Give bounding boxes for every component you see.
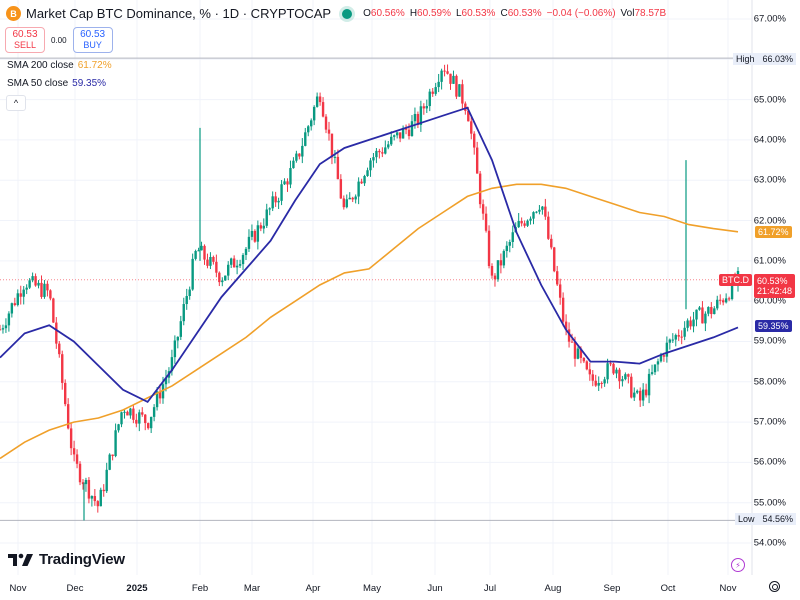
time-tick-label: Apr [305,583,321,594]
time-tick-label: Jun [427,583,443,594]
high-marker-label: High [735,54,755,64]
price-tick-label: 54.00% [753,537,786,549]
close-value: 60.53% [507,8,542,19]
symbol-header: B Market Cap BTC Dominance, % · 1D · CRY… [6,6,666,21]
time-tick-label: Oct [660,583,676,594]
change-value: −0.04 (−0.06%) [546,8,616,19]
price-tick-label: 60.00% [753,295,786,307]
buy-button[interactable]: 60.53 BUY [72,27,113,53]
close-label: C [500,8,508,19]
time-tick-label: Mar [243,583,261,594]
price-tick-label: 65.00% [753,94,786,106]
time-tick-label: Sep [603,583,621,594]
spread-value: 0.00 [51,35,67,45]
low-marker-label: Low [737,514,755,524]
time-tick-label: Nov [9,583,27,594]
open-value: 60.56% [370,8,405,19]
low-value: 60.53% [461,8,496,19]
volume-value: 78.57B [634,8,667,19]
time-tick-label: Jul [483,583,497,594]
indicator-sma-200[interactable]: SMA 200 close 61.72% [7,60,112,71]
low-marker: Low 54.56% [734,513,796,525]
collapse-legend-button[interactable]: ^ [6,95,26,111]
time-tick-label: May [363,583,381,594]
sma-50-price-badge: 59.35% [755,320,792,332]
sma-50-line [0,106,739,404]
price-tick-label: 61.00% [753,255,786,267]
high-marker-value: 66.03% [762,54,793,64]
high-marker: High 66.03% [732,53,796,65]
ohlc-values: O60.56% H60.59% L60.53% C60.53% −0.04 (−… [363,8,666,19]
last-price-badge: 60.53% 21:42:48 [754,274,796,298]
chart-grid [0,0,753,575]
tradingview-logo-text: TradingView [39,551,125,568]
trade-panel: 60.53 SELL 0.00 60.53 BUY [5,27,113,53]
sell-button[interactable]: 60.53 SELL [5,27,45,53]
price-tick-label: 57.00% [753,416,786,428]
price-tick-label: 55.00% [753,497,786,509]
indicator-value: 61.72% [77,60,112,71]
price-tick-label: 56.00% [753,456,786,468]
sma-200-price-badge: 61.72% [755,226,792,238]
time-tick-label: Feb [191,583,209,594]
buy-label: BUY [83,40,102,50]
candlestick-series [0,64,740,521]
buy-price: 60.53 [80,29,106,40]
open-label: O [363,8,371,19]
indicator-label: SMA 50 close [7,78,69,89]
sell-price: 60.53 [12,29,38,40]
tradingview-logo-icon [8,553,33,566]
scale-settings-icon[interactable] [769,581,780,592]
last-price-value: 60.53% [757,276,788,286]
reference-lines [0,57,752,521]
symbol-title[interactable]: Market Cap BTC Dominance, % · 1D · CRYPT… [26,6,332,21]
tradingview-logo[interactable]: TradingView [8,551,125,568]
high-value: 60.59% [417,8,451,19]
price-tick-label: 62.00% [753,215,786,227]
indicator-value: 59.35% [72,78,107,89]
volume-label: Vol [620,8,635,19]
time-tick-label: Dec [66,583,84,594]
time-tick-label: Aug [544,583,562,594]
price-tick-label: 58.00% [753,376,786,388]
price-tick-label: 59.00% [753,335,786,347]
price-tick-label: 64.00% [753,134,786,146]
price-tick-label: 67.00% [753,13,786,25]
symbol-badge: BTC.D [719,274,752,286]
indicator-label: SMA 200 close [7,60,74,71]
bar-countdown: 21:42:48 [757,286,793,296]
indicator-sma-50[interactable]: SMA 50 close 59.35% [7,78,106,89]
lightning-icon[interactable]: ⚡ [731,558,745,572]
time-tick-label: Nov [719,583,737,594]
time-tick-label: 2025 [126,583,148,594]
bitcoin-icon: B [6,6,21,21]
price-tick-label: 63.00% [753,174,786,186]
sma-200-line [0,183,739,460]
chevron-up-icon: ^ [13,98,19,108]
market-status-icon[interactable] [342,8,353,19]
low-marker-value: 54.56% [762,514,793,524]
sell-label: SELL [13,40,37,50]
low-label: L [455,8,462,19]
high-label: H [409,8,418,19]
